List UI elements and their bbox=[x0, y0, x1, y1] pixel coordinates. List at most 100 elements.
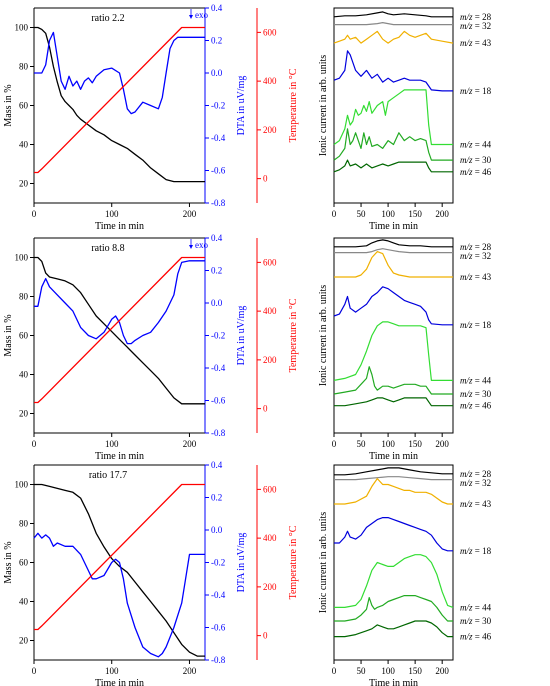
ms-series-label: m/z = 32 bbox=[460, 21, 491, 31]
left-tick-label: 80 bbox=[19, 519, 29, 529]
ms-series-line bbox=[334, 554, 454, 609]
left-tick-label: 60 bbox=[19, 558, 29, 568]
ms-series-line bbox=[333, 11, 453, 18]
dta-tick-label: 0.2 bbox=[211, 493, 222, 503]
dta-tick-label: -0.2 bbox=[211, 331, 225, 341]
ms-series-label: m/z = 32 bbox=[460, 478, 491, 488]
ms-label-prefix: m/z bbox=[460, 499, 473, 509]
exo-arrow-head bbox=[189, 15, 193, 19]
temp-axis-title: Temperature in °C bbox=[288, 525, 299, 599]
ms-frame bbox=[333, 464, 454, 661]
ms-label-prefix: m/z bbox=[460, 320, 473, 330]
ms-series-label: m/z = 28 bbox=[460, 469, 492, 479]
x-tick-label: 0 bbox=[32, 439, 37, 449]
dta-tick-label: 0.4 bbox=[211, 3, 223, 13]
ms-label-prefix: m/z bbox=[460, 546, 473, 556]
ms-axis-title: Ionic current in arb. units bbox=[318, 285, 329, 386]
dta-tick-label: -0.8 bbox=[211, 428, 226, 438]
ratio-annotation: ratio 17.7 bbox=[89, 470, 127, 481]
ms-label-prefix: m/z bbox=[460, 140, 473, 150]
temp-tick-label: 600 bbox=[263, 484, 277, 494]
left-tick-label: 20 bbox=[19, 179, 29, 189]
ms-label-prefix: m/z bbox=[460, 12, 473, 22]
ms-label-prefix: m/z bbox=[460, 21, 473, 31]
ms-label-prefix: m/z bbox=[460, 616, 473, 626]
ms-series-line bbox=[333, 50, 453, 92]
ms-series-label: m/z = 18 bbox=[460, 86, 492, 96]
series-line-dta bbox=[34, 260, 205, 345]
ms-label-prefix: m/z bbox=[460, 469, 473, 479]
ms-series-label: m/z = 46 bbox=[460, 632, 492, 642]
ms-label-suffix: = 44 bbox=[473, 140, 492, 150]
ms-series-label: m/z = 44 bbox=[460, 375, 492, 385]
ms-series-line bbox=[334, 251, 453, 278]
mass-axis-title: Mass in % bbox=[3, 84, 14, 126]
x-tick-label: 200 bbox=[435, 209, 449, 219]
ms-label-suffix: = 18 bbox=[473, 546, 492, 556]
series-line-mass bbox=[34, 26, 205, 183]
temp-axis-title: Temperature in °C bbox=[288, 68, 299, 142]
left-tick-label: 40 bbox=[19, 370, 29, 380]
dta-tick-label: -0.4 bbox=[211, 133, 226, 143]
exo-label: exo bbox=[195, 10, 208, 20]
x-tick-label: 0 bbox=[332, 439, 337, 449]
ms-series-line bbox=[333, 286, 453, 326]
ms-label-prefix: m/z bbox=[460, 272, 473, 282]
series-line-dta bbox=[33, 532, 205, 658]
ms-series-label: m/z = 46 bbox=[460, 167, 492, 177]
ms-series-label: m/z = 18 bbox=[460, 320, 492, 330]
ms-label-prefix: m/z bbox=[460, 375, 473, 385]
ms-label-prefix: m/z bbox=[460, 602, 473, 612]
ms-label-suffix: = 43 bbox=[473, 272, 492, 282]
ms-label-suffix: = 32 bbox=[473, 21, 492, 31]
x-tick-label: 100 bbox=[105, 666, 119, 676]
dta-tick-label: -0.2 bbox=[211, 558, 225, 568]
series-line-dta bbox=[34, 31, 205, 115]
ms-panel-2: 0 50 100 150 200 Time in min Ionic current in … bbox=[318, 464, 492, 686]
x-tick-label: 100 bbox=[105, 209, 119, 219]
x-tick-label: 0 bbox=[32, 666, 37, 676]
ms-label-prefix: m/z bbox=[460, 632, 473, 642]
series-line-mass bbox=[34, 483, 205, 657]
dta-tick-label: 0.2 bbox=[211, 36, 222, 46]
series-line-mass bbox=[34, 256, 205, 405]
x-tick-label: 150 bbox=[408, 439, 422, 449]
ms-label-prefix: m/z bbox=[460, 242, 473, 252]
x-axis-title: Time in min bbox=[369, 221, 418, 232]
ms-label-suffix: = 44 bbox=[473, 602, 492, 612]
dta-tick-label: -0.6 bbox=[211, 166, 226, 176]
ms-series-label: m/z = 44 bbox=[460, 602, 492, 612]
ms-label-suffix: = 28 bbox=[473, 242, 492, 252]
mass-axis-title: Mass in % bbox=[3, 314, 14, 356]
ms-series-line bbox=[334, 594, 453, 622]
left-tick-label: 60 bbox=[19, 101, 29, 111]
ms-label-suffix: = 44 bbox=[473, 375, 492, 385]
left-tick-label: 100 bbox=[15, 253, 29, 263]
ms-label-prefix: m/z bbox=[460, 38, 473, 48]
x-tick-label: 200 bbox=[183, 666, 197, 676]
ta-panel-1: 0 100 200 Time in min 20 40 60 80 100 Mass in % -0… bbox=[3, 233, 299, 462]
ms-series-label: m/z = 30 bbox=[460, 389, 492, 399]
left-tick-label: 20 bbox=[19, 636, 29, 646]
x-tick-label: 0 bbox=[32, 209, 37, 219]
temp-tick-label: 600 bbox=[263, 27, 277, 37]
dta-tick-label: -0.2 bbox=[211, 101, 225, 111]
temp-tick-label: 200 bbox=[263, 355, 277, 365]
x-axis-title: Time in min bbox=[95, 678, 144, 686]
dta-tick-label: -0.8 bbox=[211, 198, 226, 208]
ms-label-prefix: m/z bbox=[460, 389, 473, 399]
left-tick-label: 40 bbox=[19, 140, 29, 150]
ms-series-label: m/z = 30 bbox=[460, 155, 492, 165]
ta-panel-0: 0 100 200 Time in min 20 40 60 80 100 Mass in % -0… bbox=[3, 3, 299, 232]
dta-tick-label: 0.4 bbox=[211, 460, 223, 470]
ms-series-label: m/z = 18 bbox=[460, 546, 492, 556]
x-tick-label: 100 bbox=[381, 666, 395, 676]
ratio-annotation: ratio 8.8 bbox=[91, 243, 124, 254]
ms-series-line bbox=[333, 30, 454, 44]
x-tick-label: 200 bbox=[183, 439, 197, 449]
ms-series-line bbox=[334, 397, 453, 407]
ms-series-label: m/z = 43 bbox=[460, 272, 492, 282]
ms-axis-title: Ionic current in arb. units bbox=[318, 55, 329, 156]
left-tick-label: 100 bbox=[15, 480, 29, 490]
x-tick-label: 100 bbox=[105, 439, 119, 449]
